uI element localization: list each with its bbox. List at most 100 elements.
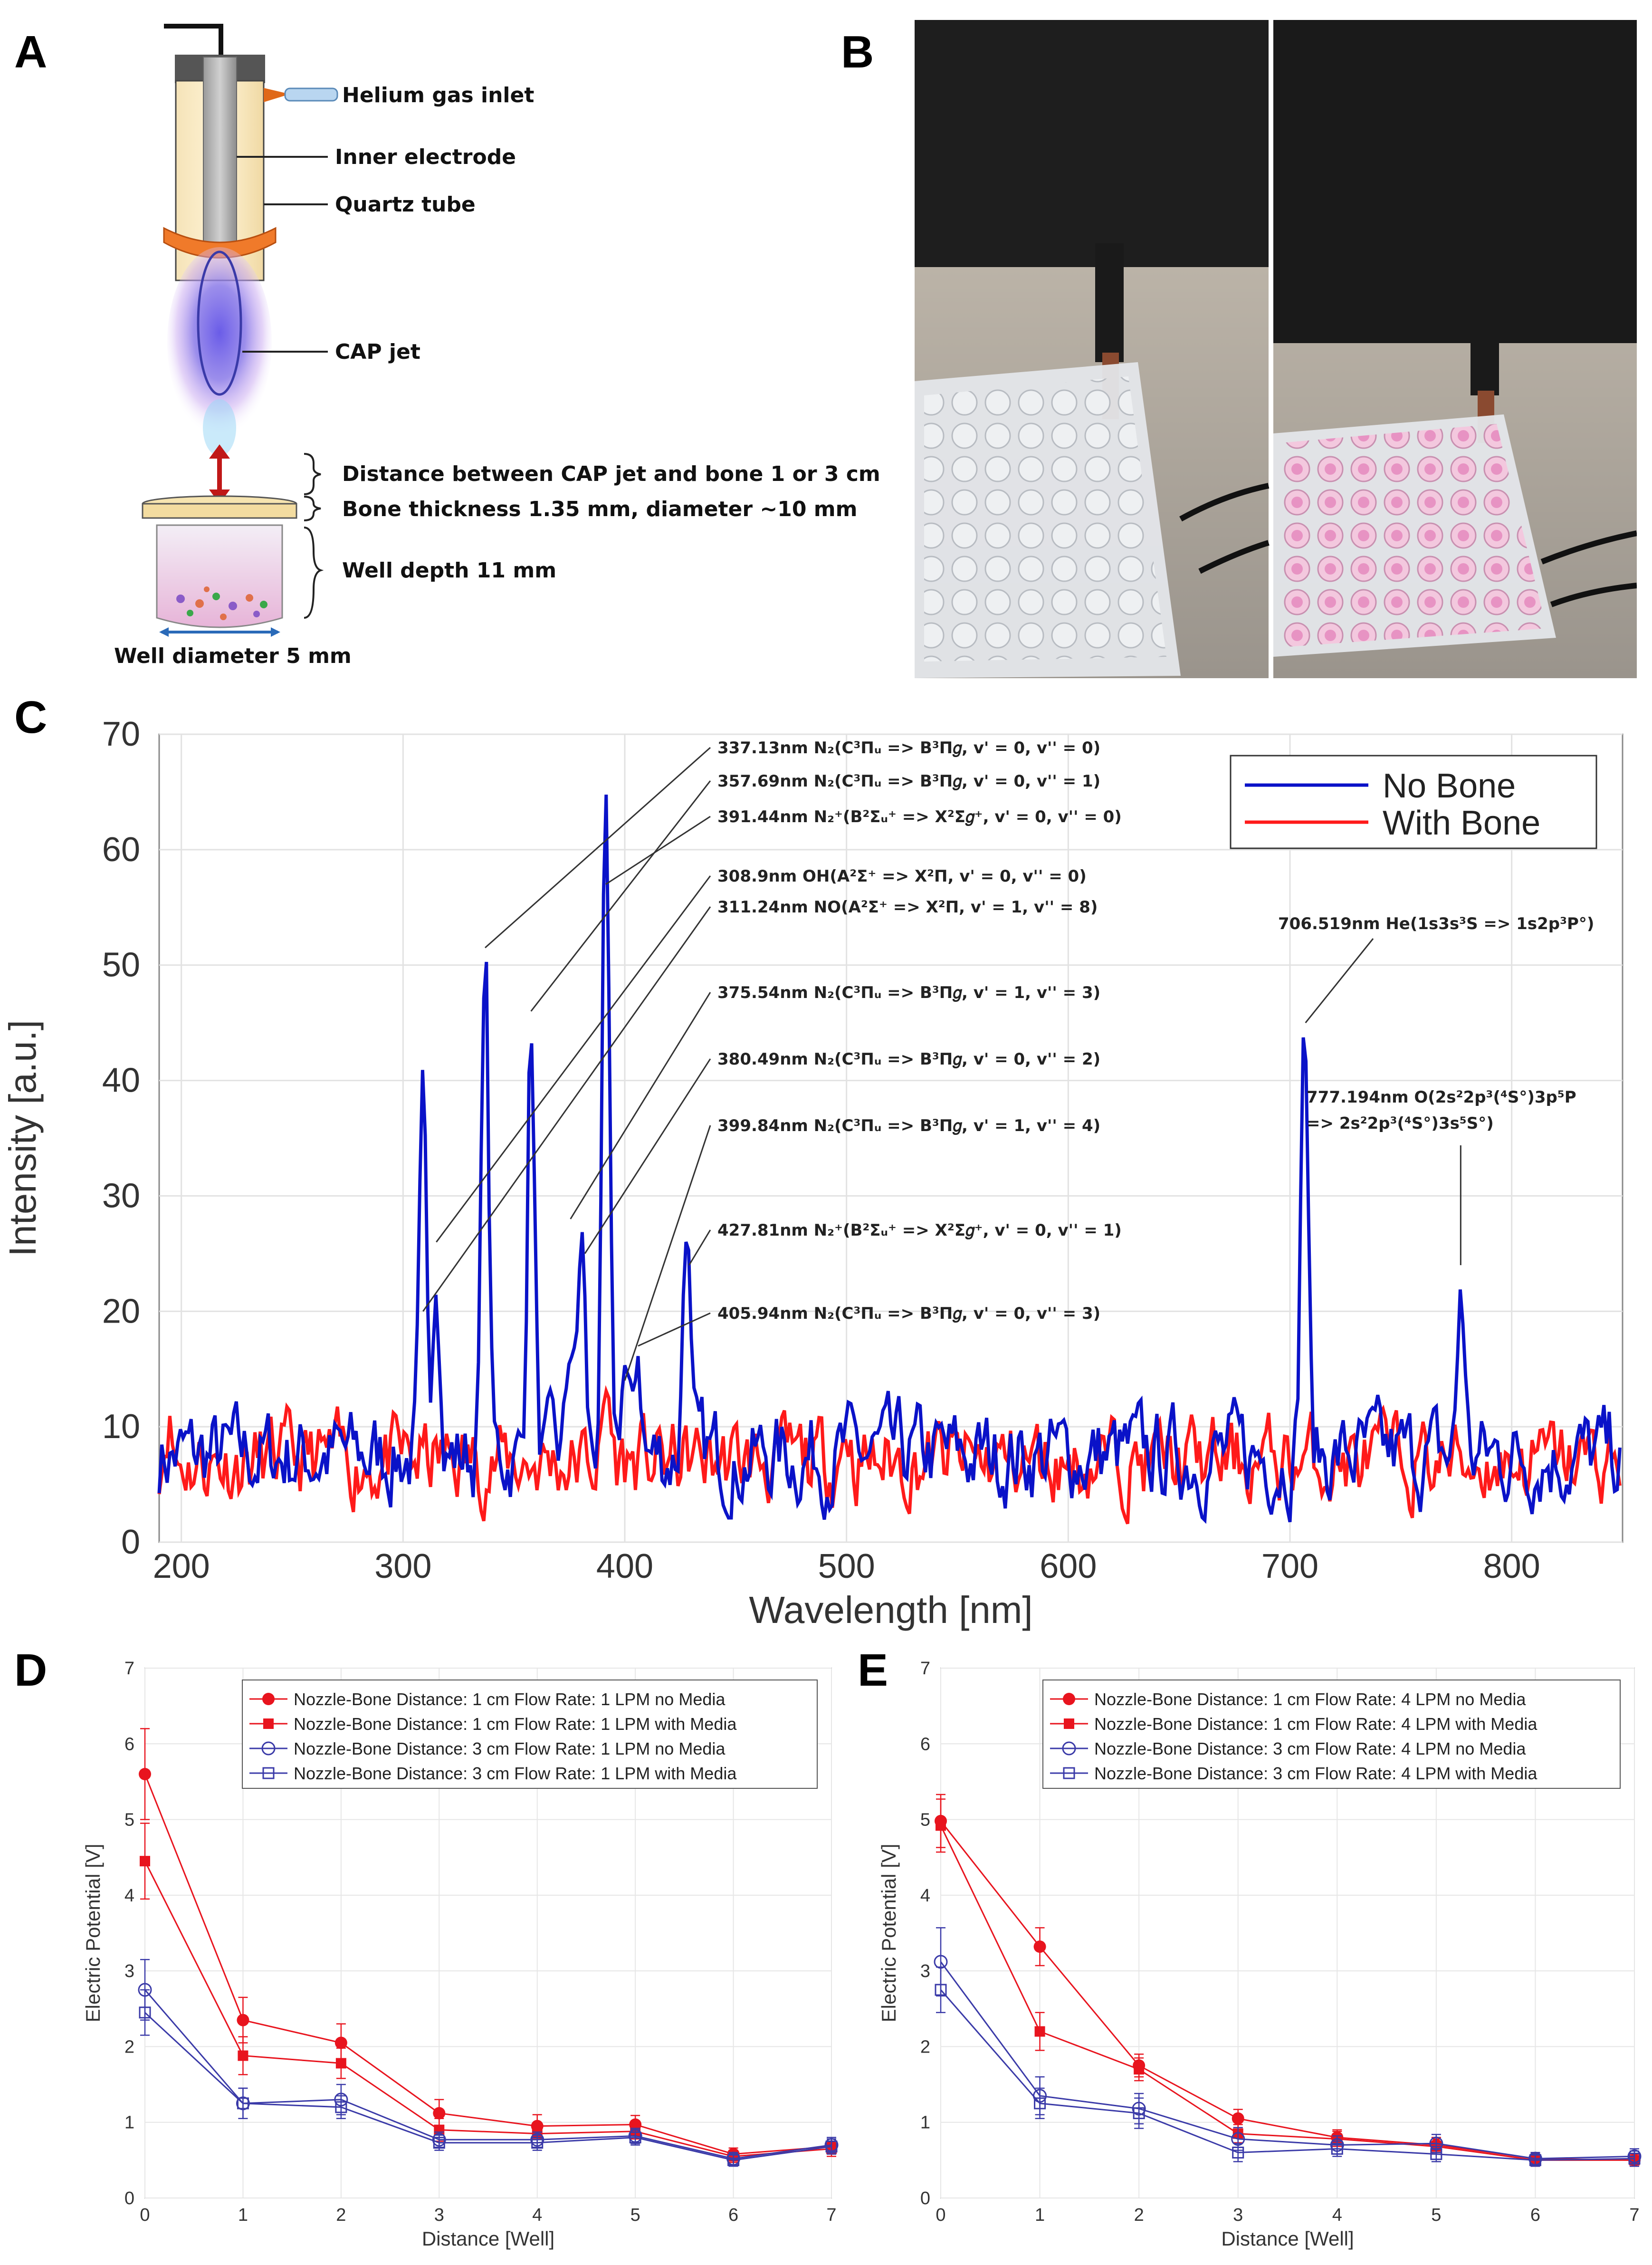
- annotation-leader: [638, 1312, 711, 1347]
- y-tick-label: 4: [124, 1886, 134, 1906]
- well: [156, 524, 283, 628]
- y-tick-label: 3: [920, 1961, 930, 1981]
- legend-label-no-bone: No Bone: [1383, 767, 1516, 805]
- panel-label-e: E: [858, 1645, 888, 1696]
- ring-electrode: [163, 227, 277, 259]
- label-well-diameter: Well diameter 5 mm: [114, 644, 352, 668]
- peak-annotation: 706.519nm He(1s3s³S => 1s2p³P°): [1278, 914, 1594, 933]
- cap-jet-plume: [167, 247, 272, 437]
- x-tick-label: 1: [238, 2205, 248, 2225]
- panel-e-potential-chart: 0 1 2 3 4 5 6 7 0 1 2 3 4 5 6 7 Distance [Well] Electric …: [878, 1659, 1642, 2250]
- annotation-leader: [1305, 938, 1374, 1024]
- data-point: [139, 2006, 151, 2019]
- x-axis-label: Distance [Well]: [422, 2227, 554, 2250]
- x-tick-label: 5: [630, 2205, 640, 2225]
- data-point: [433, 2107, 446, 2120]
- legend-label: Nozzle-Bone Distance: 3 cm Flow Rate: 1 …: [294, 1739, 726, 1758]
- annotation-leader: [485, 747, 711, 949]
- legend-label: Nozzle-Bone Distance: 3 cm Flow Rate: 1 …: [294, 1764, 737, 1783]
- x-tick-label-c: 700: [1261, 1547, 1318, 1585]
- data-point: [1133, 2107, 1145, 2120]
- y-tick-label-c: 20: [102, 1292, 140, 1330]
- panel-c-spectrum-chart: 200 300 400 500 600 700 800 0 10 20 30 40 50 60 70 Wave…: [1, 715, 1623, 1631]
- data-point: [237, 2014, 249, 2026]
- series-line: [144, 2012, 832, 2161]
- x-tick-label: 2: [336, 2205, 346, 2225]
- y-tick-label: 3: [124, 1961, 134, 1981]
- data-point: [1628, 2152, 1641, 2165]
- cap-jet-outline: [197, 250, 242, 396]
- series-line: [144, 1774, 832, 2155]
- peak-annotation: 777.194nm O(2s²2p³(⁴S°)3p⁵P: [1307, 1088, 1576, 1107]
- annotation-leader: [436, 875, 711, 1243]
- peak-annotation: 311.24nm NO(A²Σ⁺ => X²Π, v' = 1, v'' = 8…: [717, 898, 1098, 917]
- data-point: [1034, 2026, 1045, 2037]
- x-tick-label: 3: [434, 2205, 444, 2225]
- panel-label-c: C: [14, 692, 48, 743]
- series-group: [140, 1823, 837, 2163]
- y-tick-label-c: 30: [102, 1177, 140, 1215]
- data-point: [1062, 1741, 1076, 1756]
- y-tick-label: 4: [920, 1886, 930, 1906]
- data-point: [262, 1693, 275, 1705]
- data-point: [935, 1984, 947, 1996]
- data-point: [1134, 2064, 1145, 2075]
- label-cap-jet: CAP jet: [335, 340, 420, 364]
- series-line: [144, 1861, 832, 2157]
- series-line-no-bone: [157, 795, 1622, 1524]
- data-point: [1529, 2154, 1541, 2166]
- y-tick-label: 2: [920, 2037, 930, 2057]
- x-tick-label: 2: [1134, 2205, 1144, 2225]
- gas-inlet-pipe: [284, 87, 338, 102]
- electrode-wire: [164, 24, 223, 62]
- x-tick-label: 7: [1629, 2205, 1639, 2225]
- annotation-leader: [570, 992, 711, 1219]
- y-tick-label: 6: [124, 1734, 134, 1754]
- x-tick-label: 4: [1332, 2205, 1342, 2225]
- y-tick-label-c: 50: [102, 946, 140, 984]
- series-line: [144, 1989, 832, 2159]
- legend-label: Nozzle-Bone Distance: 1 cm Flow Rate: 4 …: [1094, 1714, 1537, 1734]
- legend-label: Nozzle-Bone Distance: 1 cm Flow Rate: 4 …: [1094, 1689, 1526, 1709]
- data-point: [825, 2140, 838, 2153]
- x-tick-label-c: 500: [818, 1547, 875, 1585]
- y-axis-label: Electric Potential [V]: [82, 1844, 104, 2023]
- x-tick-label: 3: [1233, 2205, 1243, 2225]
- y-axis-label: Electric Potential [V]: [878, 1844, 900, 2023]
- data-point: [262, 1767, 275, 1779]
- annotation-leader: [530, 780, 711, 1012]
- y-tick-label: 7: [124, 1659, 134, 1679]
- annotation-leader: [605, 816, 711, 885]
- panel-b-photos: [915, 20, 1637, 678]
- annotation-leader: [688, 1229, 711, 1266]
- x-axis-label-c: Wavelength [nm]: [749, 1589, 1032, 1631]
- x-tick-label: 5: [1431, 2205, 1441, 2225]
- label-distance: Distance between CAP jet and bone 1 or 3…: [342, 462, 880, 486]
- data-point: [433, 2137, 445, 2149]
- x-tick-label: 0: [936, 2205, 945, 2225]
- data-point: [936, 1820, 946, 1831]
- series-line: [940, 1825, 1634, 2161]
- photo-left: [915, 20, 1270, 678]
- data-point: [335, 2101, 347, 2113]
- data-point: [531, 2137, 544, 2149]
- y-tick-label-c: 0: [121, 1523, 140, 1561]
- data-point: [140, 1856, 150, 1867]
- panel-a-schematic: Helium gas inlet Inner electrode Quartz …: [114, 24, 880, 668]
- series-group: [934, 1927, 1642, 2166]
- x-tick-label-c: 400: [596, 1547, 653, 1585]
- panel-label-d: D: [14, 1645, 48, 1696]
- data-point: [139, 1768, 151, 1780]
- x-tick-label: 6: [1530, 2205, 1540, 2225]
- data-point: [1064, 1718, 1074, 1729]
- y-tick-label-c: 10: [102, 1408, 140, 1446]
- data-point: [1232, 2146, 1244, 2159]
- y-tick-label-c: 60: [102, 831, 140, 869]
- label-quartz-tube: Quartz tube: [335, 192, 476, 217]
- data-point: [261, 1741, 276, 1756]
- data-point: [263, 1718, 274, 1729]
- x-tick-label: 7: [826, 2205, 836, 2225]
- distance-arrow-head-up: [209, 444, 230, 459]
- x-tick-label-c: 800: [1483, 1547, 1540, 1585]
- label-bone-thickness: Bone thickness 1.35 mm, diameter ~10 mm: [342, 497, 857, 521]
